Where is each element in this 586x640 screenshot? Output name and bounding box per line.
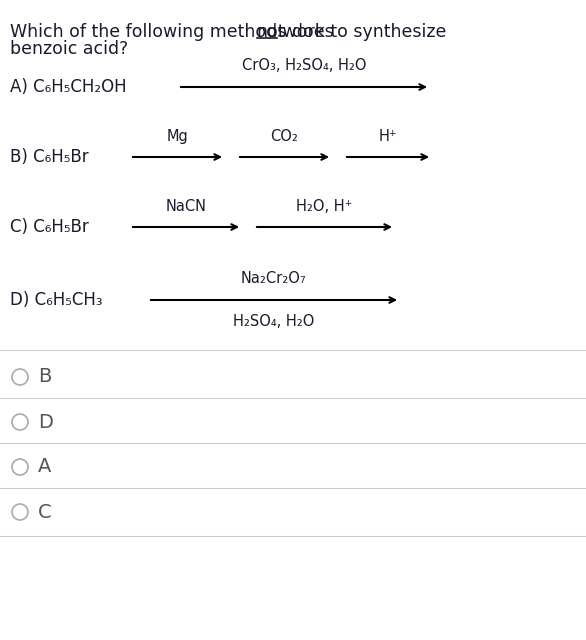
Text: NaCN: NaCN [165, 199, 206, 214]
Text: not: not [257, 23, 285, 41]
Text: CO₂: CO₂ [271, 129, 298, 144]
Text: B) C₆H₅Br: B) C₆H₅Br [10, 148, 88, 166]
Text: H₂O, H⁺: H₂O, H⁺ [297, 199, 353, 214]
Text: benzoic acid?: benzoic acid? [10, 40, 128, 58]
Text: B: B [38, 367, 52, 387]
Text: D) C₆H₅CH₃: D) C₆H₅CH₃ [10, 291, 103, 309]
Text: work to synthesize: work to synthesize [277, 23, 447, 41]
Text: H⁺: H⁺ [379, 129, 397, 144]
Text: D: D [38, 413, 53, 431]
Text: CrO₃, H₂SO₄, H₂O: CrO₃, H₂SO₄, H₂O [242, 58, 366, 73]
Text: H₂SO₄, H₂O: H₂SO₄, H₂O [233, 314, 315, 329]
Text: A) C₆H₅CH₂OH: A) C₆H₅CH₂OH [10, 78, 127, 96]
Text: C) C₆H₅Br: C) C₆H₅Br [10, 218, 88, 236]
Text: Which of the following methods does: Which of the following methods does [10, 23, 339, 41]
Text: C: C [38, 502, 52, 522]
Text: A: A [38, 458, 52, 477]
Text: Na₂Cr₂O₇: Na₂Cr₂O₇ [241, 271, 307, 286]
Text: Mg: Mg [166, 129, 188, 144]
